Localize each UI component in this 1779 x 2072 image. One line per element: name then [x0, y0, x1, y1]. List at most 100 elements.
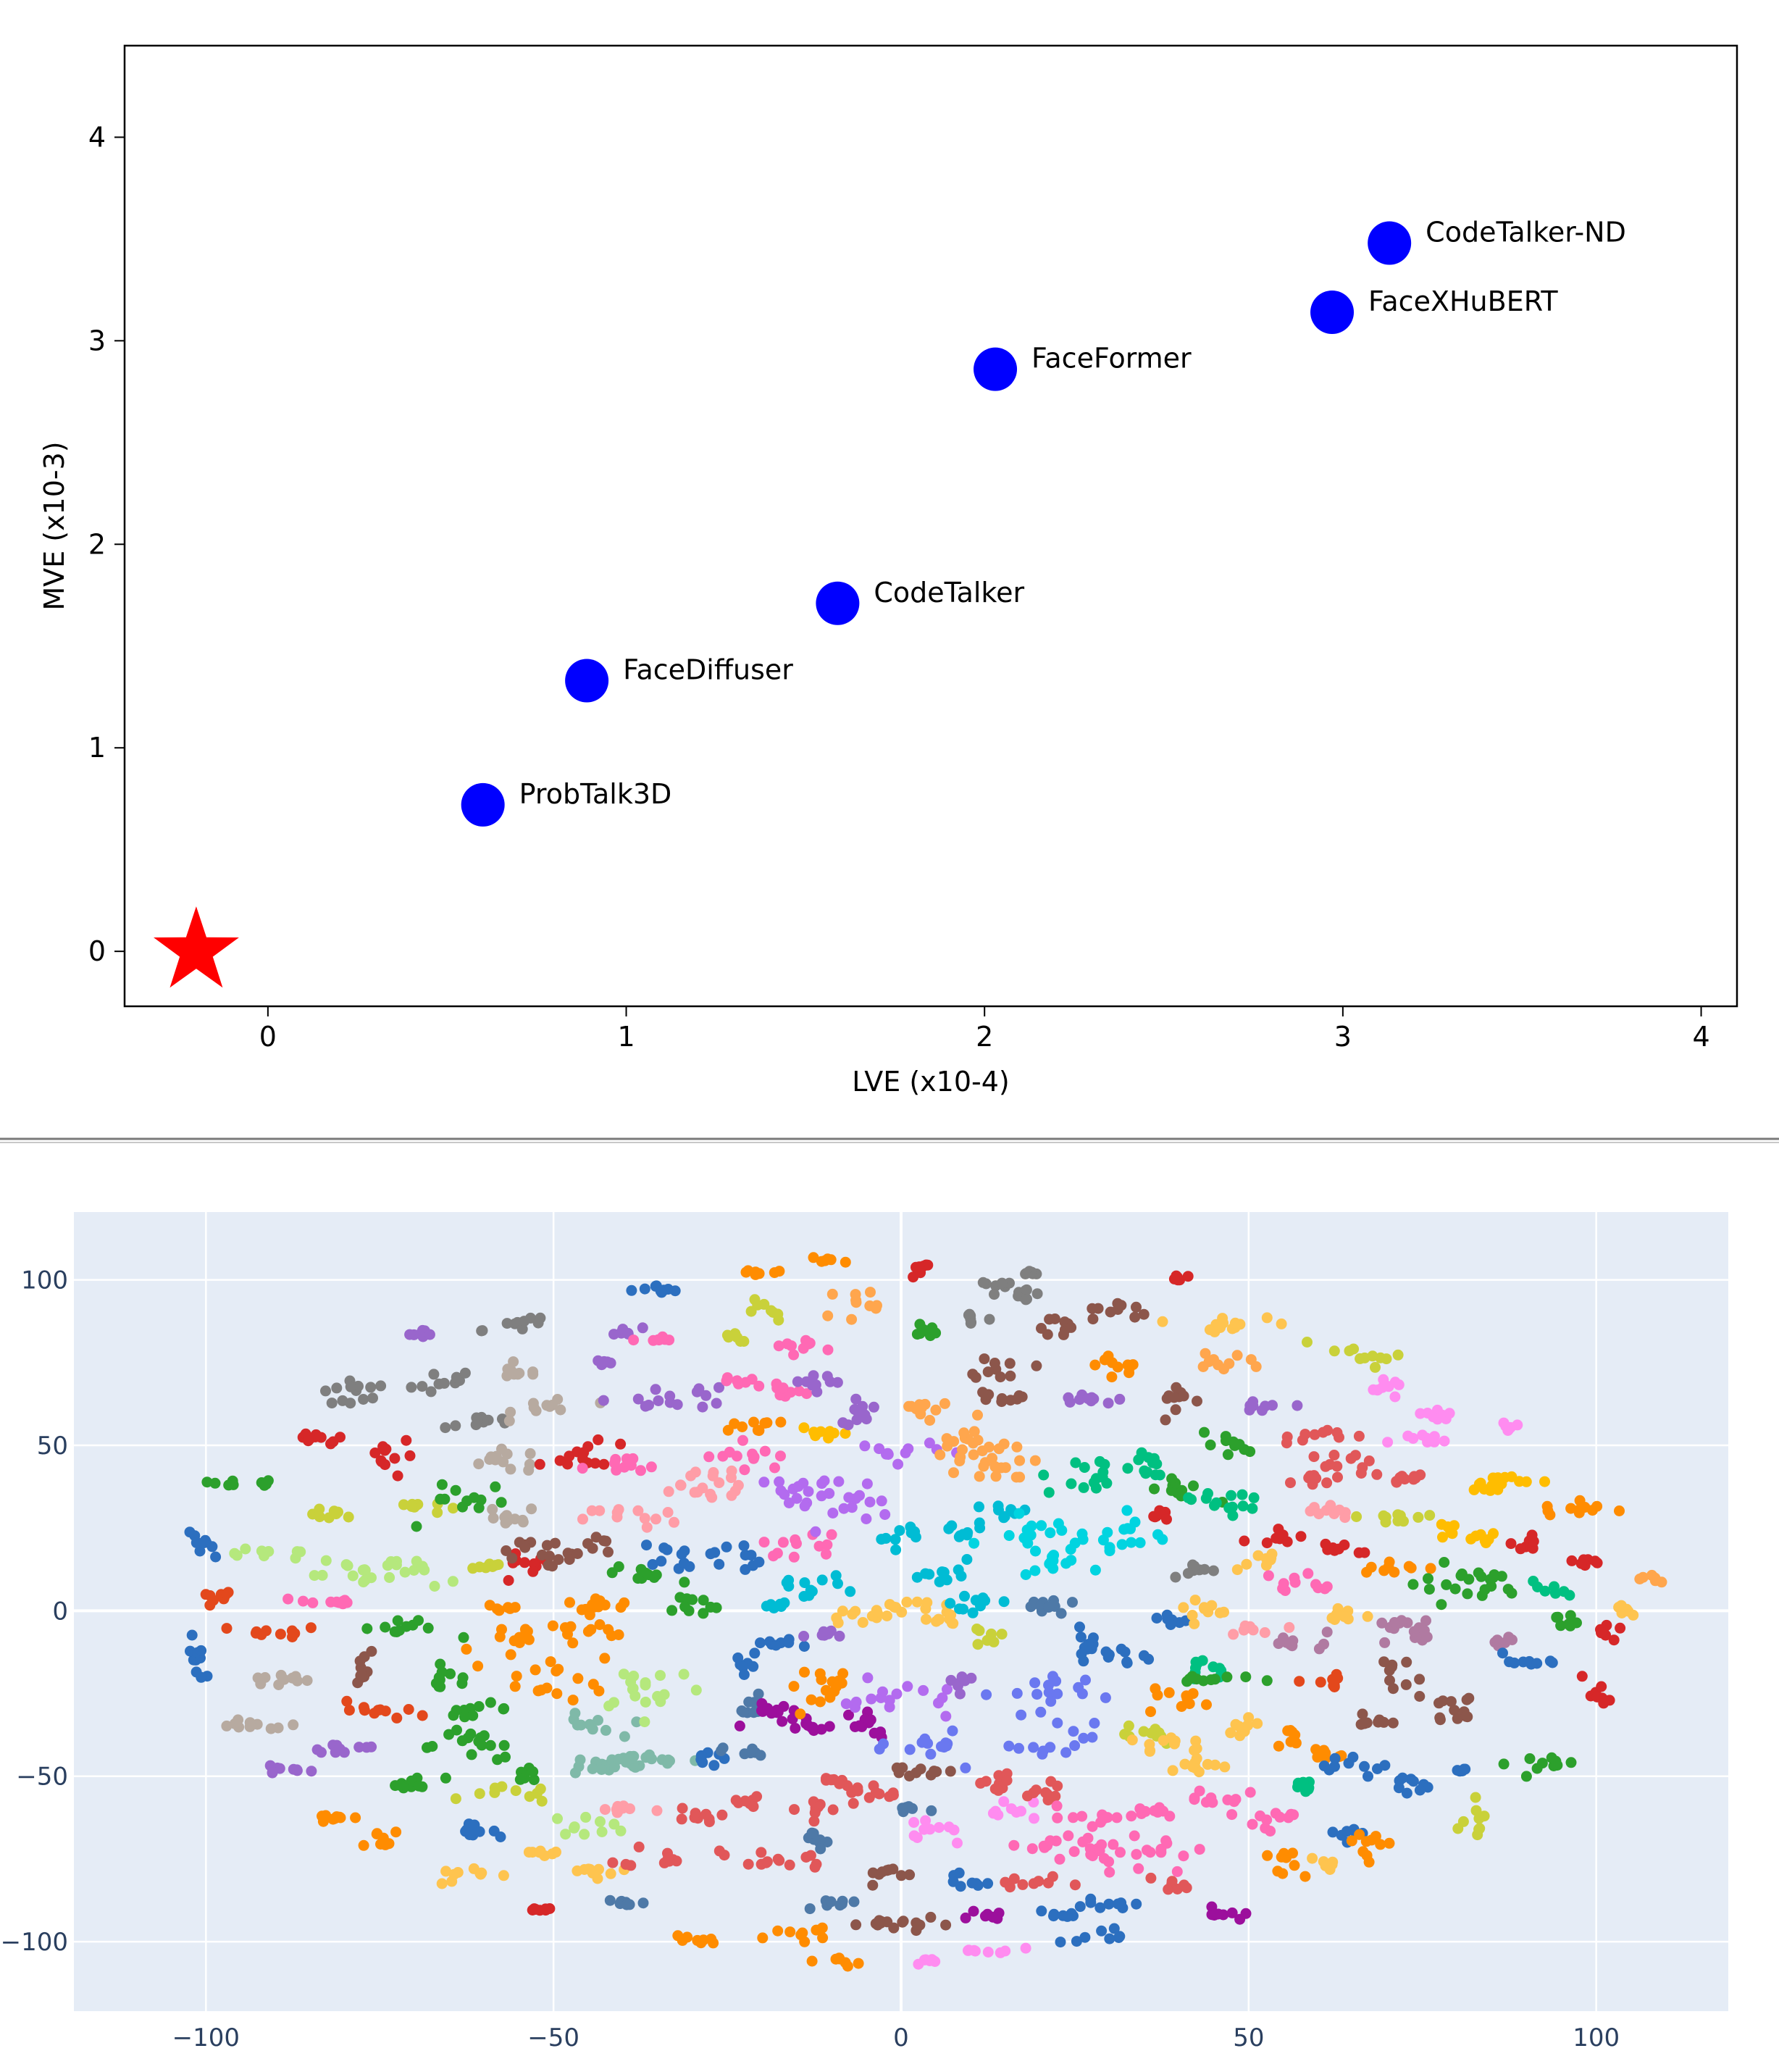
data-point	[1219, 1761, 1231, 1773]
data-point	[1441, 1579, 1452, 1590]
data-point	[1402, 1430, 1414, 1442]
data-point	[1121, 1505, 1133, 1516]
data-point	[734, 1720, 745, 1731]
data-point	[905, 1521, 916, 1533]
data-point	[1380, 1511, 1391, 1523]
data-point	[1357, 1846, 1369, 1858]
cluster	[891, 1762, 956, 1781]
cluster	[341, 1695, 428, 1724]
cluster	[721, 1328, 750, 1347]
data-point	[632, 1573, 644, 1584]
data-point	[1026, 1520, 1037, 1532]
data-point	[1318, 1426, 1329, 1438]
data-point	[1210, 1759, 1221, 1771]
data-point	[989, 1461, 1001, 1472]
data-point	[1339, 1512, 1351, 1524]
data-point	[1069, 1879, 1081, 1891]
data-point	[693, 1383, 705, 1395]
data-point	[1589, 1555, 1601, 1567]
data-point	[1111, 1812, 1123, 1824]
data-point	[577, 1453, 588, 1465]
y-axis-ticks: 0 1 2 3 4	[88, 121, 125, 967]
cluster	[1355, 1708, 1399, 1730]
cluster	[753, 1378, 813, 1402]
cluster	[523, 1845, 561, 1861]
cluster	[761, 1597, 790, 1614]
data-point	[1473, 1567, 1484, 1579]
data-point	[596, 1764, 607, 1775]
data-point	[981, 1689, 992, 1700]
data-point	[721, 1541, 732, 1553]
y-axis-ticks: 100 50 0 −50 −100	[1, 1266, 68, 1957]
data-point	[1123, 1367, 1135, 1379]
data-point	[1163, 1884, 1174, 1895]
data-point	[385, 1556, 397, 1567]
data-point	[1079, 1931, 1091, 1943]
data-point	[934, 1449, 946, 1461]
cluster	[1436, 1519, 1460, 1543]
data-point	[244, 1717, 256, 1729]
cluster	[1285, 1470, 1343, 1490]
data-point	[850, 1605, 861, 1617]
data-point	[1078, 1732, 1089, 1744]
data-point	[1028, 1742, 1039, 1753]
data-point	[503, 1575, 514, 1586]
data-point	[498, 1703, 510, 1714]
data-point	[565, 659, 609, 703]
panel-separator	[0, 1137, 1779, 1143]
cluster	[185, 1629, 213, 1683]
data-point	[996, 1277, 1008, 1289]
data-point	[1160, 1414, 1171, 1426]
data-point	[758, 1537, 770, 1548]
data-point	[798, 1641, 810, 1652]
data-point	[1043, 1602, 1055, 1613]
data-point	[632, 1505, 644, 1516]
data-point	[805, 1694, 817, 1705]
data-point	[977, 1277, 989, 1288]
cluster	[221, 1714, 299, 1734]
data-point	[1558, 1586, 1570, 1597]
cluster	[599, 1800, 663, 1818]
data-point	[1068, 1846, 1080, 1858]
data-point	[527, 1766, 539, 1777]
data-point	[536, 1795, 548, 1807]
data-point	[1189, 1618, 1200, 1629]
data-point	[948, 1467, 959, 1479]
data-point	[201, 1476, 213, 1488]
data-point	[409, 1565, 419, 1576]
data-point	[600, 1535, 612, 1547]
data-point	[859, 1440, 871, 1452]
data-point	[609, 1458, 620, 1469]
data-point	[1587, 1505, 1598, 1516]
data-point	[554, 1455, 566, 1466]
data-point	[761, 1417, 773, 1429]
data-point	[1354, 1829, 1365, 1840]
data-point	[739, 1748, 750, 1760]
data-point	[1054, 1853, 1066, 1865]
data-point	[1439, 1557, 1450, 1568]
data-point	[826, 1529, 837, 1540]
cluster	[1262, 1847, 1311, 1882]
data-point	[1035, 1706, 1047, 1718]
data-point	[832, 1617, 844, 1629]
data-point	[797, 1927, 808, 1939]
data-point	[978, 1461, 989, 1472]
cluster	[1376, 1615, 1431, 1648]
data-point	[669, 1516, 679, 1528]
data-point	[288, 1763, 299, 1775]
data-point	[1278, 1578, 1289, 1589]
data-point	[417, 1710, 428, 1721]
data-point	[608, 1697, 619, 1708]
data-point	[1179, 1879, 1190, 1891]
data-point	[1020, 1294, 1031, 1306]
x-tick-label: 3	[1334, 1021, 1352, 1053]
data-point	[393, 1625, 405, 1636]
data-point	[1397, 1471, 1407, 1482]
data-point	[876, 1534, 887, 1545]
cluster	[975, 1768, 1013, 1796]
cluster	[960, 1905, 1005, 1924]
x-tick-label: 1	[617, 1021, 635, 1053]
data-point	[587, 1763, 598, 1774]
data-point	[1098, 1852, 1110, 1864]
cluster	[375, 1367, 471, 1398]
